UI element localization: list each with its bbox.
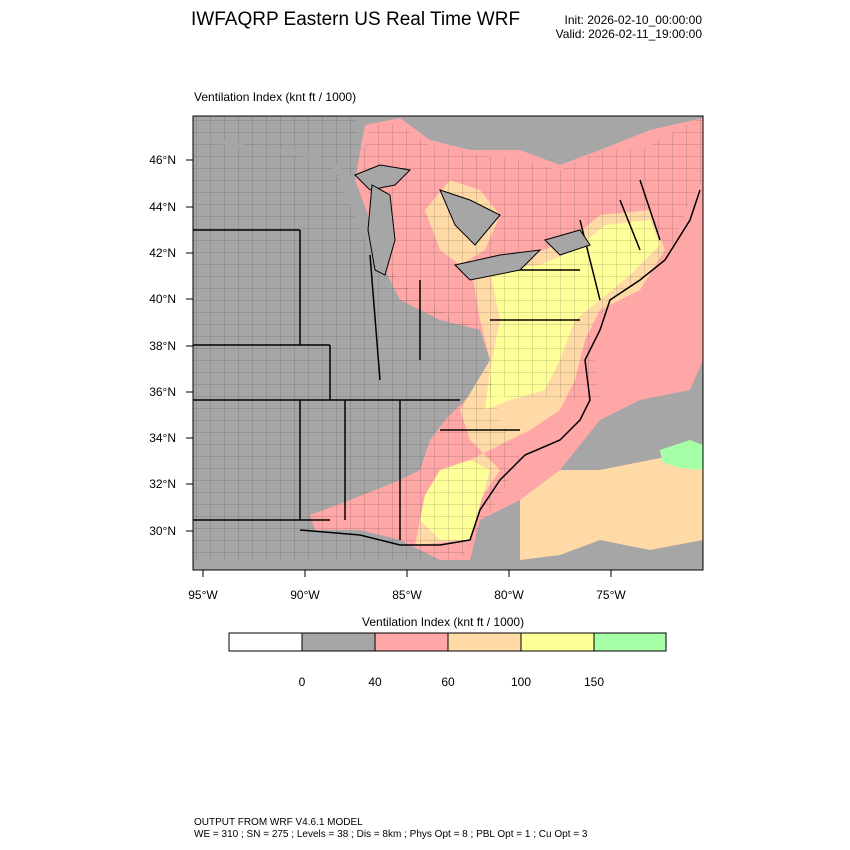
- state-boundaries: [193, 179, 661, 540]
- colorbar-tick: 60: [441, 675, 455, 689]
- footer-line-1: OUTPUT FROM WRF V4.6.1 MODEL: [194, 817, 363, 828]
- valid-time: Valid: 2026-02-11_19:00:00: [555, 27, 702, 41]
- lat-label: 44°N: [149, 200, 176, 214]
- lat-label: 32°N: [149, 477, 176, 491]
- map-title: Ventilation Index (knt ft / 1000): [194, 90, 357, 104]
- coastline: [299, 189, 701, 546]
- ventilation-field-tan-ocean: [520, 450, 703, 560]
- map-frame: [192, 115, 704, 571]
- lat-label: 34°N: [149, 431, 176, 445]
- lat-label: 42°N: [149, 246, 176, 260]
- init-time: Init: 2026-02-10_00:00:00: [564, 13, 702, 27]
- lat-label: 30°N: [149, 524, 176, 538]
- legend-title: Ventilation Index (knt ft / 1000): [362, 615, 525, 629]
- colorbar-tick: 150: [583, 675, 605, 689]
- county-lines-south: [193, 140, 520, 560]
- plot-title: IWFAQRP Eastern US Real Time WRF: [191, 9, 521, 30]
- colorbar: [228, 632, 667, 652]
- lat-label: 36°N: [149, 385, 176, 399]
- lon-label: 85°W: [392, 588, 422, 602]
- lon-label: 75°W: [596, 588, 626, 602]
- lat-label: 46°N: [149, 153, 176, 167]
- lon-label: 90°W: [290, 588, 320, 602]
- lon-label: 95°W: [188, 588, 218, 602]
- ventilation-field-green: [660, 440, 703, 470]
- lat-label: 38°N: [149, 339, 176, 353]
- lon-label: 80°W: [494, 588, 524, 602]
- colorbar-tick: 0: [298, 675, 306, 689]
- county-lines: [193, 116, 703, 400]
- colorbar-tick: 40: [368, 675, 382, 689]
- lat-label: 40°N: [149, 292, 176, 306]
- colorbar-tick: 100: [510, 675, 532, 689]
- footer-line-2: WE = 310 ; SN = 275 ; Levels = 38 ; Dis …: [194, 829, 588, 840]
